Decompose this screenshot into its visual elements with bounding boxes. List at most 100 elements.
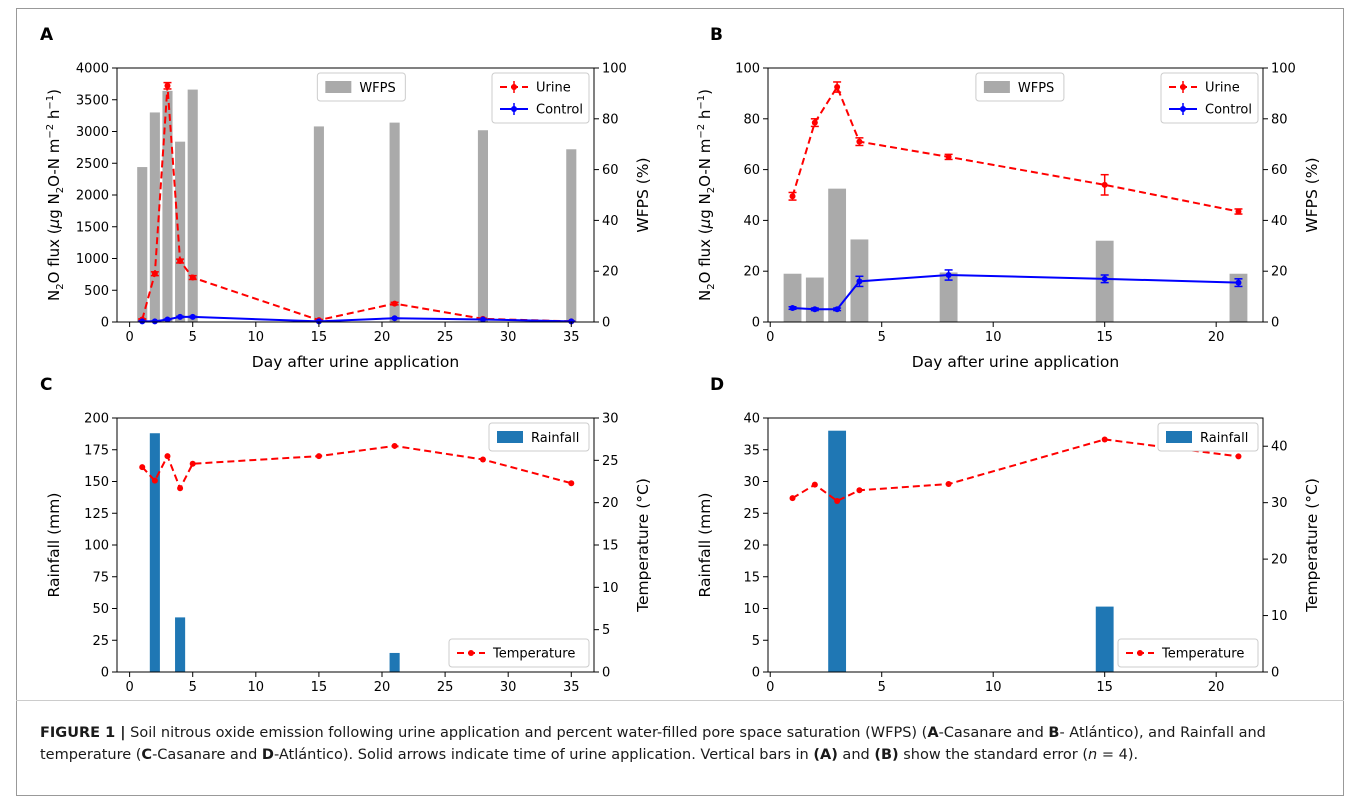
y-axis-label: Rainfall (mm): [45, 493, 63, 598]
y-tick-label: 5: [752, 634, 760, 649]
x-tick-label: 15: [1096, 330, 1113, 345]
x-tick-label: 20: [1208, 680, 1225, 695]
caption-label: FIGURE 1 |: [40, 725, 126, 741]
x-axis-label: Day after urine application: [252, 353, 459, 371]
point-control: [834, 306, 841, 313]
legend-label-wfps: WFPS: [1018, 81, 1054, 96]
legend-swatch-rainfall: [497, 431, 523, 443]
x-tick-label: 5: [189, 680, 197, 695]
x-tick-label: 0: [125, 680, 133, 695]
legend-lines: [448, 638, 590, 668]
point-urine: [789, 193, 796, 200]
y-tick-label: 0: [752, 666, 760, 681]
legend-bars: [488, 422, 590, 452]
point-temperature: [856, 487, 863, 494]
x-tick-label: 15: [311, 330, 328, 345]
bar-wfps: [162, 90, 173, 322]
bar-wfps: [805, 277, 824, 322]
bar-rainfall: [389, 652, 400, 672]
x-tick-label: 5: [878, 330, 886, 345]
legend-label-temperature: Temperature: [492, 647, 575, 662]
legend-label-wfps: WFPS: [359, 81, 395, 96]
caption-ref-c: C: [141, 747, 153, 763]
point-temperature: [1101, 436, 1108, 443]
y-tick-label: 125: [84, 507, 109, 522]
caption-text-2: -Casanare and: [938, 725, 1049, 741]
y-tick-label: 0: [101, 666, 109, 681]
point-control: [811, 306, 818, 313]
y-tick-label: 2500: [76, 157, 109, 172]
point-control: [151, 318, 158, 325]
point-urine: [151, 270, 158, 277]
point-temperature: [1235, 453, 1242, 460]
legend-marker-temperature: [1137, 650, 1143, 656]
y-tick-label: 0: [752, 316, 760, 331]
figure-caption: FIGURE 1 | Soil nitrous oxide emission f…: [40, 722, 1330, 766]
caption-text-3: - Atlántico), and Rainfall and temperatu…: [40, 725, 1266, 763]
x-tick-label: 20: [1208, 330, 1225, 345]
bar-wfps: [187, 89, 198, 322]
caption-text-5: -Atlántico). Solid arrows indicate time …: [273, 747, 814, 763]
point-temperature: [139, 464, 146, 471]
point-urine: [164, 82, 171, 89]
point-urine: [834, 84, 841, 91]
y-tick-label: 100: [735, 62, 760, 77]
point-control: [139, 318, 146, 325]
legend-bars: [1157, 422, 1259, 452]
y-tick-label: 35: [743, 443, 760, 458]
legend-lines: [1117, 638, 1259, 668]
figure-frame: [16, 8, 1344, 796]
y-tick-label: 40: [743, 214, 760, 229]
caption-text-8: = 4).: [1097, 747, 1139, 763]
x-tick-label: 20: [374, 330, 391, 345]
x-tick-label: 5: [878, 680, 886, 695]
point-control: [568, 318, 575, 325]
point-control: [945, 272, 952, 279]
y-tick-label: 4000: [76, 62, 109, 77]
figure-canvas: A0 5 10 15 20 25 30 350500100015002000250030003…: [40, 25, 1321, 695]
y-tick-label: 40: [743, 412, 760, 427]
bar-wfps: [783, 273, 802, 322]
y-tick-label: 20: [743, 539, 760, 554]
legend-label-urine: Urine: [1205, 81, 1240, 96]
y2-tick-label: 30: [1271, 496, 1288, 511]
point-temperature: [177, 485, 184, 492]
caption-ref-d: D: [261, 747, 274, 763]
point-control: [315, 318, 322, 325]
legend-bars: [975, 72, 1065, 102]
legend-bars: [316, 72, 406, 102]
legend-label-rainfall: Rainfall: [1200, 431, 1248, 446]
point-urine: [177, 258, 184, 265]
bar-rainfall: [175, 617, 186, 672]
y2-axis-label: Temperature (°C): [634, 478, 652, 613]
x-tick-label: 15: [1096, 680, 1113, 695]
y2-tick-label: 30: [602, 412, 619, 427]
y-tick-label: 15: [743, 570, 760, 585]
point-temperature: [568, 480, 575, 487]
y2-axis-label: Temperature (°C): [1303, 478, 1321, 613]
point-temperature: [189, 460, 196, 467]
x-tick-label: 15: [311, 680, 328, 695]
point-control: [479, 316, 486, 323]
bar-wfps: [828, 188, 847, 322]
point-temperature: [315, 453, 322, 460]
x-tick-label: 10: [248, 330, 265, 345]
x-tick-label: 35: [563, 680, 580, 695]
point-urine: [1101, 181, 1108, 188]
y2-tick-label: 40: [602, 214, 619, 229]
y2-tick-label: 0: [1271, 666, 1279, 681]
y2-tick-label: 40: [1271, 214, 1288, 229]
point-urine: [391, 300, 398, 307]
y-tick-label: 2000: [76, 189, 109, 204]
y-tick-label: 150: [84, 475, 109, 490]
x-tick-label: 10: [985, 680, 1002, 695]
x-tick-label: 35: [563, 330, 580, 345]
y-axis-label: N2O flux (μg N2O-N m−2 h−1): [45, 89, 66, 301]
point-temperature: [834, 497, 841, 504]
bar-wfps: [149, 112, 160, 322]
legend-label-control: Control: [1205, 103, 1252, 118]
caption-ref-b: B: [1048, 725, 1060, 741]
series-line-temperature: [141, 444, 572, 491]
legend-label-control: Control: [536, 103, 583, 118]
caption-separator: [16, 700, 1344, 701]
